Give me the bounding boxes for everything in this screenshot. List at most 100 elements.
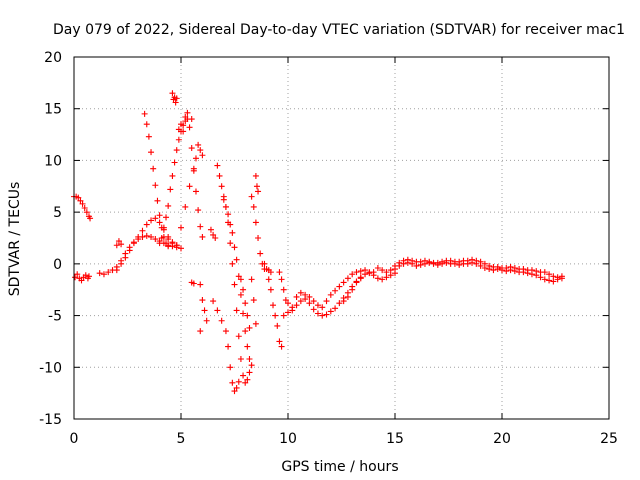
y-tick-label: 20 xyxy=(44,50,62,66)
data-point xyxy=(199,233,206,240)
data-point xyxy=(173,242,180,249)
data-point xyxy=(357,275,364,282)
data-point xyxy=(327,291,334,298)
data-point xyxy=(344,293,351,300)
data-point xyxy=(130,240,137,247)
data-point xyxy=(148,217,155,224)
data-point xyxy=(154,197,161,204)
data-point xyxy=(182,113,189,120)
data-point xyxy=(282,297,289,304)
data-point xyxy=(82,272,89,279)
data-point xyxy=(310,298,317,305)
data-point xyxy=(434,261,441,268)
data-point xyxy=(197,281,204,288)
data-point xyxy=(310,306,317,313)
data-point xyxy=(366,269,373,276)
data-point xyxy=(383,269,390,276)
data-point xyxy=(319,304,326,311)
data-point xyxy=(141,110,148,117)
data-point xyxy=(158,235,165,241)
data-point xyxy=(252,320,259,327)
data-point xyxy=(175,126,182,133)
data-point xyxy=(349,286,356,293)
data-point xyxy=(246,369,253,376)
y-tick-label: 5 xyxy=(53,205,62,221)
data-point xyxy=(220,196,227,203)
data-point xyxy=(261,260,268,267)
data-point xyxy=(246,324,253,331)
data-point xyxy=(379,276,386,283)
data-point xyxy=(77,197,84,204)
data-point xyxy=(550,273,557,280)
data-point xyxy=(173,95,180,102)
data-point xyxy=(113,242,120,249)
data-point xyxy=(78,277,85,284)
data-point xyxy=(314,302,321,309)
data-point xyxy=(199,297,206,304)
data-point xyxy=(293,302,300,309)
data-point xyxy=(439,260,446,267)
data-point xyxy=(167,186,174,193)
data-point xyxy=(156,212,163,219)
data-point xyxy=(285,309,291,316)
data-point xyxy=(280,286,287,293)
data-point xyxy=(464,260,471,267)
data-point xyxy=(469,259,476,266)
data-point xyxy=(499,267,505,274)
data-point xyxy=(344,275,351,282)
data-point xyxy=(404,259,411,266)
data-point xyxy=(156,219,163,226)
data-point xyxy=(237,276,244,283)
data-point xyxy=(244,312,251,319)
data-point xyxy=(118,241,125,248)
data-point xyxy=(503,268,510,275)
data-point xyxy=(79,200,86,207)
y-tick-labels: -15 -10 -5 0 5 10 15 20 xyxy=(39,50,62,428)
data-point xyxy=(150,165,157,172)
data-point xyxy=(340,298,347,305)
data-point xyxy=(100,271,107,278)
data-point xyxy=(278,343,285,350)
data-point xyxy=(421,260,428,267)
data-point xyxy=(242,328,249,335)
data-point xyxy=(237,356,244,363)
data-point xyxy=(169,240,176,247)
data-point xyxy=(306,293,313,300)
data-point xyxy=(443,259,450,266)
data-point xyxy=(387,267,394,274)
data-point xyxy=(231,388,238,395)
data-point xyxy=(233,307,240,314)
data-point xyxy=(229,229,236,236)
data-point xyxy=(314,310,321,317)
data-point xyxy=(143,232,150,239)
data-point xyxy=(451,260,458,267)
data-point xyxy=(188,116,195,123)
data-point xyxy=(156,240,163,247)
data-point xyxy=(336,300,343,307)
data-point xyxy=(242,379,249,386)
data-point xyxy=(231,244,238,251)
data-point xyxy=(537,274,544,281)
data-point xyxy=(186,124,193,131)
data-point xyxy=(218,183,225,190)
data-point xyxy=(165,202,172,209)
data-point xyxy=(188,145,195,152)
x-tick-label: 10 xyxy=(279,431,297,447)
data-point xyxy=(430,260,437,267)
data-point xyxy=(319,312,326,319)
data-point xyxy=(222,203,229,210)
data-point xyxy=(250,203,257,210)
data-point xyxy=(218,317,225,324)
data-point xyxy=(265,276,272,283)
data-point xyxy=(231,281,238,288)
data-point xyxy=(180,128,187,135)
data-point xyxy=(173,147,180,154)
data-point xyxy=(160,224,167,231)
data-point xyxy=(229,379,236,386)
data-point xyxy=(72,274,79,281)
data-point xyxy=(190,280,197,287)
data-point xyxy=(171,159,178,166)
y-tick-label: -10 xyxy=(39,360,62,376)
data-point xyxy=(289,307,296,314)
